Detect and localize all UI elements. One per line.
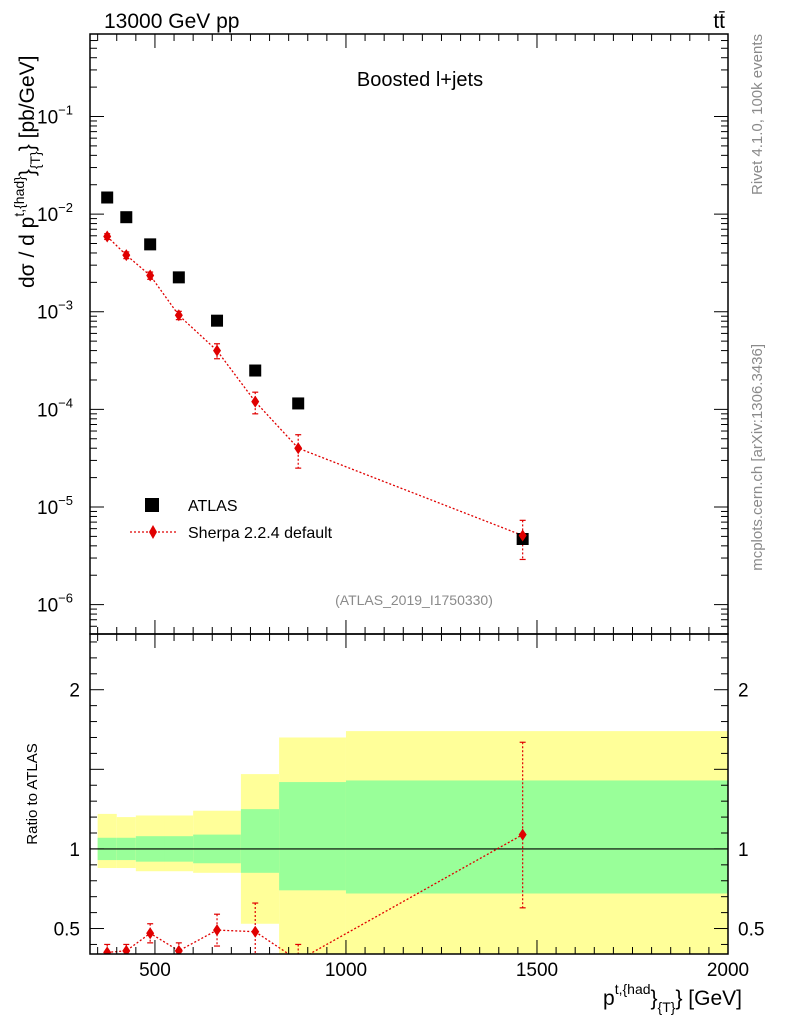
atlas-point: [172, 271, 185, 284]
ratio-y-tick-label: 1: [69, 840, 80, 861]
sherpa-point: [213, 344, 222, 357]
sherpa-line: [106, 236, 523, 537]
ratio-point: [174, 944, 183, 954]
sherpa-point: [294, 442, 303, 455]
sherpa-point: [251, 395, 260, 408]
ratio-y-tick-label-right: 2: [738, 681, 749, 702]
y-tick-exponent: −4: [58, 395, 73, 410]
ratio-point: [213, 924, 222, 937]
y-tick-exponent: −5: [58, 493, 73, 508]
y-axis-label: dσ / d pt,{had}}{T}} [pb/GeV]: [11, 56, 43, 289]
ratio-line: [107, 834, 524, 954]
rivet-label: Rivet 4.1.0, 100k events: [749, 34, 766, 195]
ratio-point: [251, 925, 260, 938]
main-frame: [89, 33, 729, 635]
y-tick-label: 10−2: [37, 200, 73, 226]
ratio-y-tick-label: 0.5: [54, 920, 80, 941]
chart-title: Boosted l+jets: [357, 69, 483, 91]
y-tick-label: 10−5: [37, 493, 73, 519]
y-tick-label: 10−4: [37, 395, 73, 421]
main-panel: 10−610−510−410−310−210−1 Boosted l+jets …: [11, 33, 729, 635]
ratio-point: [122, 944, 131, 954]
y-label-sup: t,{had}: [11, 176, 27, 217]
sherpa-point: [122, 249, 131, 262]
y-tick-exponent: −6: [58, 591, 73, 606]
inner-uncertainty-band: [240, 809, 280, 873]
ratio-y-tick-label-right: 0.5: [738, 920, 764, 941]
sherpa-point: [146, 269, 155, 282]
atlas-point: [120, 211, 133, 224]
ratio-point: [518, 828, 527, 841]
x-tick-label: 1000: [325, 960, 367, 981]
x-label-sup: t,{had: [615, 981, 651, 997]
main-markers: [101, 191, 529, 561]
inner-uncertainty-band: [345, 780, 728, 894]
legend: ATLAS Sherpa 2.2.4 default: [130, 498, 333, 542]
sherpa-point: [103, 230, 112, 243]
atlas-point: [211, 314, 224, 327]
x-tick-label: 500: [139, 960, 171, 981]
analysis-label: (ATLAS_2019_I1750330): [335, 592, 493, 608]
x-label-brace: }: [651, 987, 658, 1010]
x-label-unit: } [GeV]: [675, 987, 742, 1010]
y-label-sub: {T}: [27, 151, 43, 169]
x-label-sub: {T}: [658, 999, 676, 1015]
ratio-point: [146, 927, 155, 940]
y-label-brace: }: [16, 169, 39, 176]
atlas-point: [144, 238, 157, 251]
x-axis-label: pt,{had}{T}} [GeV]: [603, 981, 742, 1015]
legend-sherpa-label: Sherpa 2.2.4 default: [188, 525, 333, 542]
inner-uncertainty-band: [279, 782, 346, 891]
ratio-frame: [89, 633, 729, 955]
ratio-y-label: Ratio to ATLAS: [24, 743, 41, 844]
y-tick-label: 10−6: [37, 591, 73, 617]
ratio-markers: [103, 741, 527, 966]
header-process: tt̄: [713, 10, 725, 33]
y-tick-exponent: −2: [58, 200, 73, 215]
y-tick-label: 10−3: [37, 298, 73, 324]
header-energy: 13000 GeV pp: [104, 10, 239, 33]
ratio-bands: [97, 731, 728, 954]
legend-atlas-marker: [145, 498, 159, 512]
y-tick-exponent: −1: [58, 103, 73, 118]
ratio-panel: 500 1000 1500 2000 0.5 0.5 1 1 2 2 Ratio to ATLAS…: [24, 633, 764, 1015]
atlas-point: [249, 364, 262, 377]
x-tick-label: 2000: [707, 960, 749, 981]
ratio-y-tick-label: 2: [69, 681, 80, 702]
ratio-point: [103, 946, 112, 954]
y-label-unit: } [pb/GeV]: [16, 56, 39, 152]
x-label-main: p: [603, 987, 615, 1010]
main-ticks: 10−6 10−5 10−4 10−3 10−2 10−1: [37, 34, 729, 635]
y-label-main: dσ / d p: [16, 217, 39, 288]
ratio-ticks: 500 1000 1500 2000 0.5 0.5 1 1 2 2: [54, 634, 764, 981]
legend-sherpa-marker: [149, 525, 157, 539]
ratio-point: [294, 954, 302, 966]
x-tick-label: 1500: [516, 960, 558, 981]
ratio-y-tick-label-right: 1: [738, 840, 749, 861]
y-tick-exponent: −3: [58, 298, 73, 313]
sherpa-point: [174, 309, 183, 322]
atlas-point: [101, 191, 114, 204]
sherpa-point: [518, 529, 527, 542]
atlas-point: [292, 397, 305, 410]
y-tick-label: 10−1: [37, 103, 73, 129]
legend-atlas-label: ATLAS: [188, 498, 238, 515]
mcplots-label: mcplots.cern.ch [arXiv:1306.3436]: [749, 344, 766, 571]
